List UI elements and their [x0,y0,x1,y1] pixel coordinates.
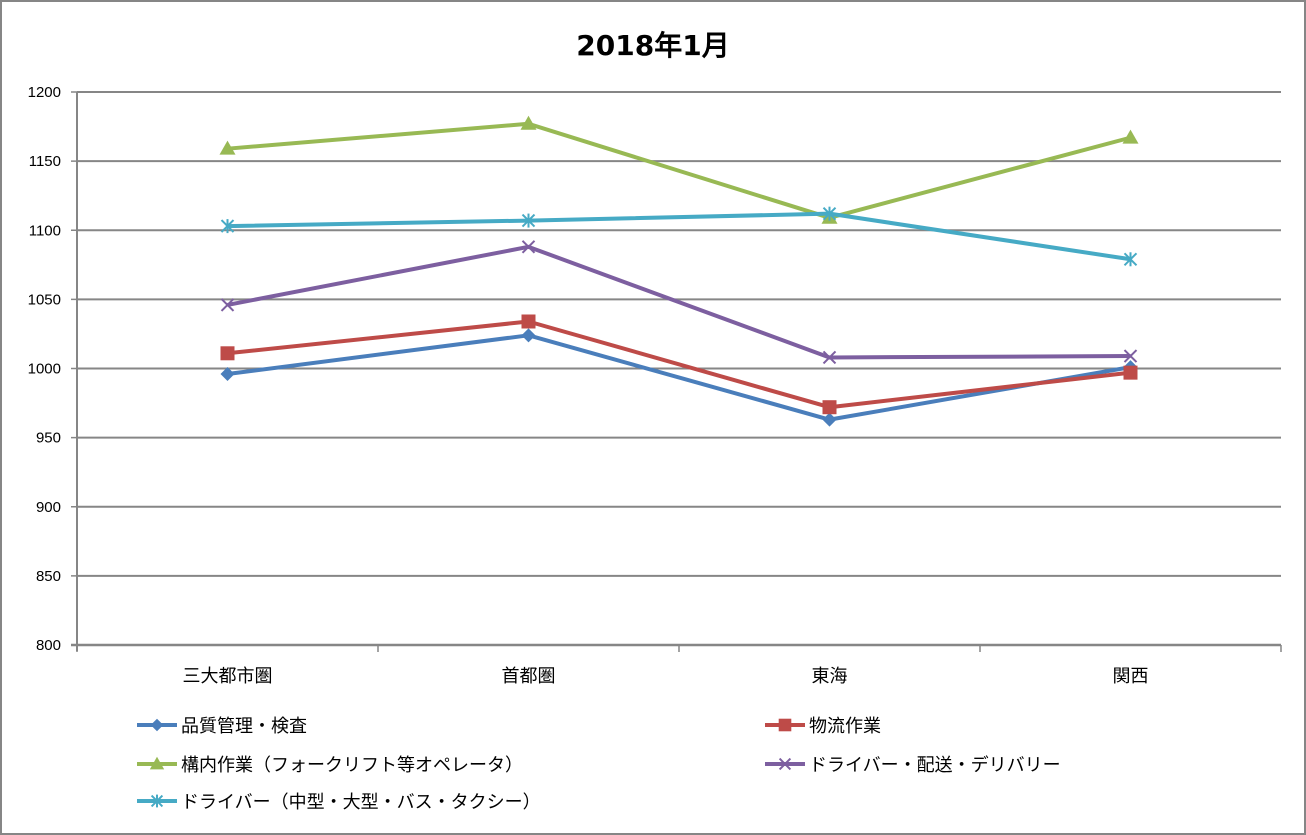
data-point-x [822,350,837,365]
y-tick-label: 1000 [28,361,61,378]
series-line [227,211,1131,262]
legend-label: 品質管理・検査 [181,716,307,737]
data-point-square [822,400,837,415]
data-point-square [1123,365,1138,380]
data-point-square [778,718,792,732]
chart-title: 2018年1月 [576,29,729,62]
x-tick-label: 東海 [812,666,848,687]
data-point-star [220,219,235,234]
data-point-star [150,794,164,808]
data-point-square [220,346,235,361]
data-point-triangle [149,756,165,770]
x-tick-label: 関西 [1113,666,1149,687]
x-tick-label: 三大都市圏 [183,666,273,687]
data-point-star [1123,252,1138,267]
legend-label: 物流作業 [809,716,881,737]
y-tick-label: 1200 [28,84,61,101]
series-0 [220,328,1138,427]
series-4 [220,206,1138,267]
data-point-x [220,298,235,312]
x-axis-ticks: 三大都市圏 首都圏 東海 関西 [76,645,1282,687]
series-line [227,333,1131,422]
legend-item: 物流作業 [765,716,881,737]
y-axis-ticks: 800 850 900 950 1000 1050 1100 1150 1200 [28,84,77,654]
y-tick-label: 900 [36,499,61,516]
y-tick-label: 950 [36,430,61,447]
data-point-star [521,213,536,228]
data-point-square [521,314,536,329]
series-line [227,121,1132,220]
legend-label: 構内作業（フォークリフト等オペレータ） [181,755,523,776]
series-line [227,244,1131,360]
legend-item: ドライバー（中型・大型・バス・タクシー） [137,792,541,813]
y-tick-label: 850 [36,568,61,585]
data-point-diamond [822,412,837,427]
x-tick-label: 首都圏 [502,666,556,687]
series-2 [219,115,1139,224]
data-point-diamond [220,367,235,382]
gridlines [77,91,1281,577]
data-point-x [521,240,536,254]
data-point-triangle [520,115,537,130]
legend-item: 構内作業（フォークリフト等オペレータ） [137,755,523,776]
data-point-x [1123,349,1138,363]
y-tick-label: 1100 [29,222,61,239]
series-line [227,319,1131,410]
y-tick-label: 800 [36,637,61,654]
legend-label: ドライバー（中型・大型・バス・タクシー） [181,792,541,813]
series-3 [220,240,1138,365]
axes [71,92,1281,651]
data-point-triangle [1122,129,1139,144]
y-tick-label: 1050 [28,291,61,308]
series-1 [220,314,1138,415]
data-point-star [822,206,837,221]
data-point-diamond [150,718,164,732]
legend-item: ドライバー・配送・デリバリー [765,755,1061,776]
y-tick-label: 1150 [29,153,61,170]
data-point-triangle [219,140,236,155]
series-group [219,115,1139,427]
legend-item: 品質管理・検査 [137,716,307,737]
data-point-x [778,757,792,771]
data-point-diamond [521,328,536,343]
legend-label: ドライバー・配送・デリバリー [809,755,1061,776]
